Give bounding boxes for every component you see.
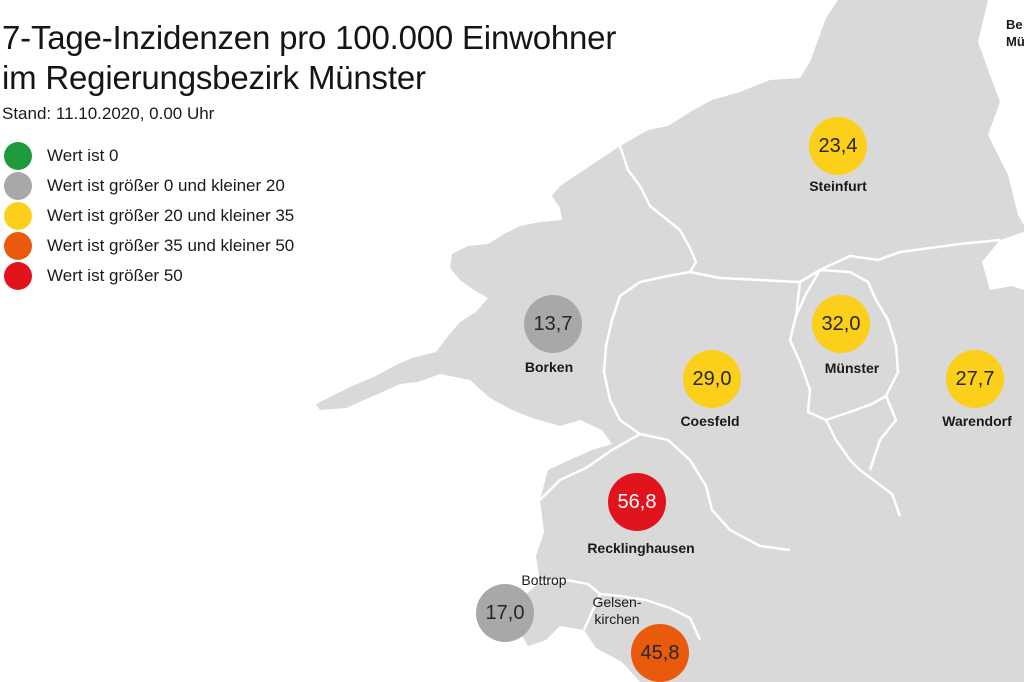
legend-swatch-yellow — [4, 202, 32, 230]
border-bottrop — [539, 578, 602, 631]
border-recklinghausen-north — [539, 432, 791, 552]
value-badge-steinfurt: 23,4 — [809, 117, 867, 175]
border-coesfeld-east — [794, 281, 802, 317]
corner-label: Be Mü — [1006, 16, 1024, 50]
legend-label: Wert ist größer 0 und kleiner 20 — [47, 176, 285, 195]
district-label-bottrop: Bottrop — [521, 572, 567, 588]
district-label-gelsenkirchen-line-1: Gelsen- — [592, 594, 642, 610]
map-title: 7-Tage-Inzidenzen pro 100.000 Einwohner … — [2, 18, 616, 98]
district-borders — [539, 145, 1001, 641]
district-label-coesfeld: Coesfeld — [680, 413, 740, 429]
legend-label: Wert ist größer 35 und kleiner 50 — [47, 236, 295, 255]
border-gelsenkirchen — [599, 592, 702, 641]
legend-label: Wert ist größer 50 — [47, 266, 183, 285]
border-borken-coesfeld — [602, 270, 691, 436]
legend-item: Wert ist 0 — [4, 141, 294, 171]
border-coesfeld-south-east — [824, 419, 902, 517]
corner-line-2: Mü — [1006, 34, 1024, 49]
legend-label: Wert ist größer 20 und kleiner 35 — [47, 206, 295, 225]
legend-item: Wert ist größer 50 — [4, 261, 294, 291]
legend-item: Wert ist größer 20 und kleiner 35 — [4, 201, 294, 231]
border-steinfurt-south — [689, 238, 1001, 284]
map-land — [316, 0, 1024, 682]
legend-swatch-gray — [4, 172, 32, 200]
district-label-borken: Borken — [524, 359, 574, 375]
value-badge-warendorf: 27,7 — [946, 350, 1004, 408]
value-badge-recklinghausen: 56,8 — [608, 473, 666, 531]
title-line-1: 7-Tage-Inzidenzen pro 100.000 Einwohner — [2, 19, 617, 56]
district-label-steinfurt: Steinfurt — [809, 178, 867, 194]
district-label-recklinghausen: Recklinghausen — [587, 540, 695, 556]
legend-swatch-green — [4, 142, 32, 170]
district-label-gelsenkirchen: Gelsen- kirchen — [592, 594, 641, 628]
legend-swatch-red — [4, 262, 32, 290]
legend-label: Wert ist 0 — [47, 146, 119, 165]
legend-swatch-orange — [4, 232, 32, 260]
district-label-warendorf: Warendorf — [942, 413, 1012, 429]
border-muenster — [788, 268, 900, 422]
land-north — [316, 0, 1024, 682]
value-badge-borken: 13,7 — [524, 295, 582, 353]
district-label-muenster: Münster — [824, 360, 880, 376]
legend: Wert ist 0 Wert ist größer 0 und kleiner… — [4, 141, 294, 291]
value-badge-coesfeld: 29,0 — [683, 350, 741, 408]
value-badge-gelsenkirchen: 45,8 — [631, 624, 689, 682]
value-badge-bottrop: 17,0 — [476, 584, 534, 642]
corner-line-1: Be — [1006, 17, 1023, 32]
border-borken-steinfurt — [618, 145, 698, 273]
district-label-gelsenkirchen-line-2: kirchen — [594, 611, 640, 627]
border-warendorf-west — [868, 395, 898, 471]
land-south — [700, 560, 776, 630]
title-line-2: im Regierungsbezirk Münster — [2, 59, 426, 96]
value-badge-muenster: 32,0 — [812, 295, 870, 353]
legend-item: Wert ist größer 0 und kleiner 20 — [4, 171, 294, 201]
date-stamp: Stand: 11.10.2020, 0.00 Uhr — [2, 104, 215, 123]
land-gap — [982, 232, 1024, 290]
legend-item: Wert ist größer 35 und kleiner 50 — [4, 231, 294, 261]
